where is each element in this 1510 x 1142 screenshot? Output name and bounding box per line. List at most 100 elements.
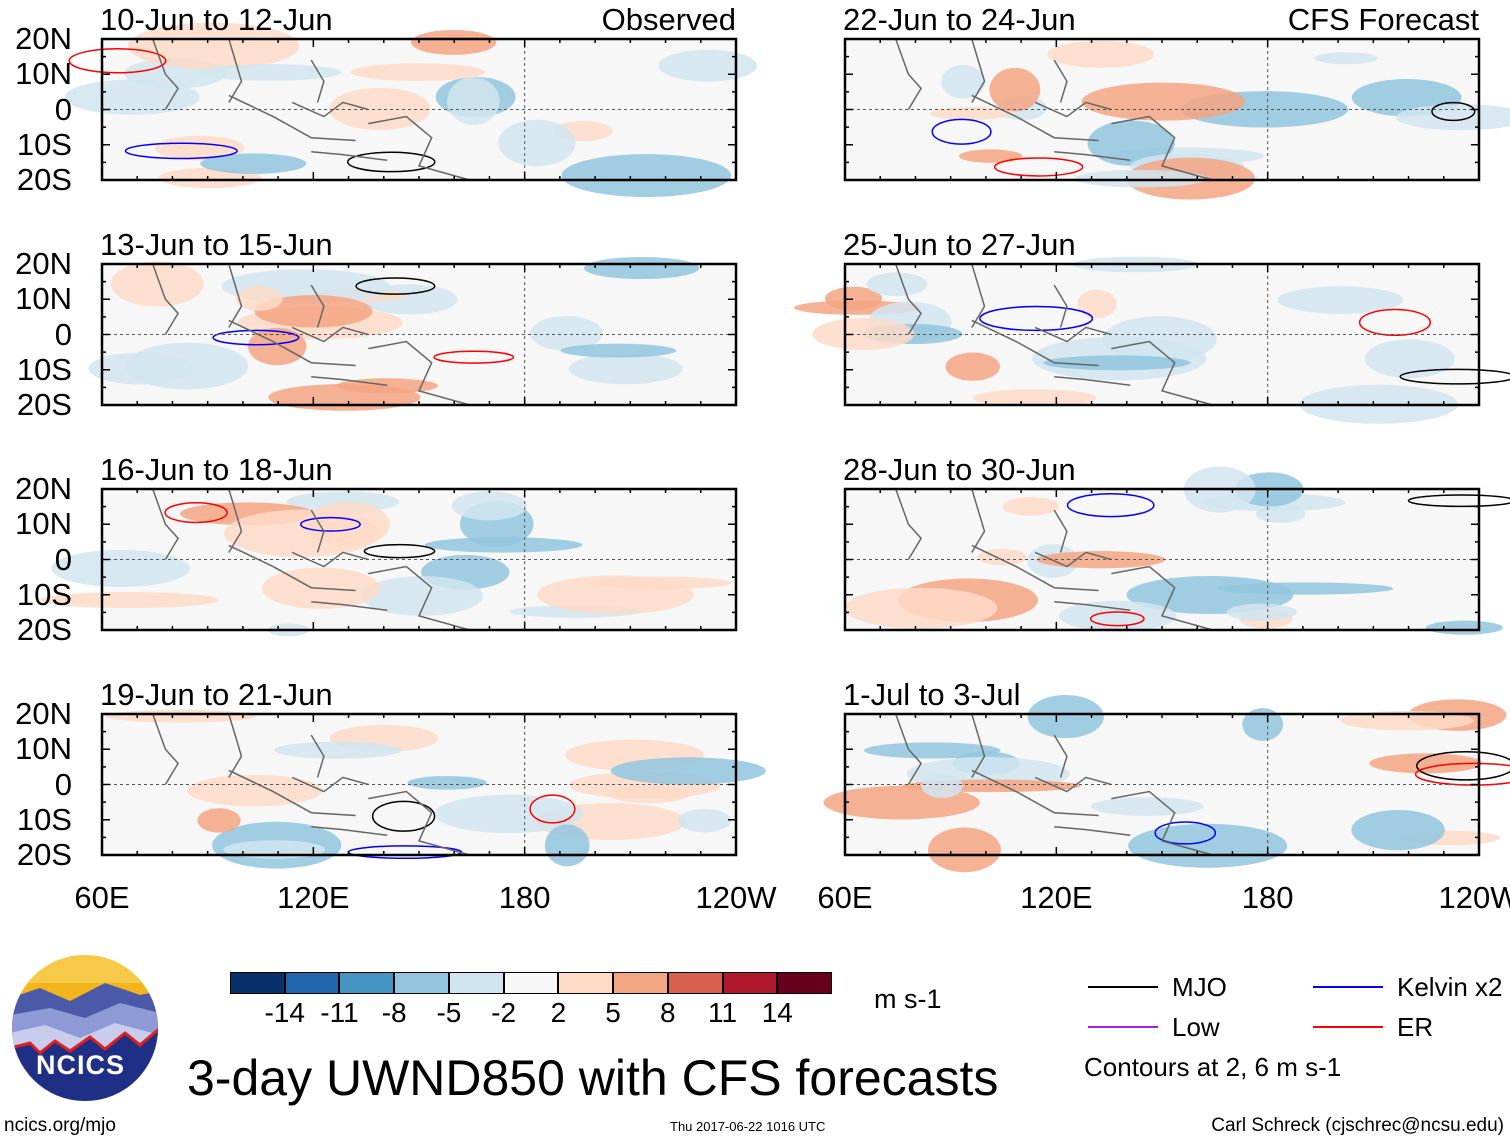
coastline <box>1054 151 1131 162</box>
anomaly-shading <box>197 808 241 833</box>
lon-label: 60E <box>817 880 873 915</box>
coastline <box>368 565 470 631</box>
anomaly-shading <box>863 742 1001 759</box>
colorbar-swatch <box>394 972 449 994</box>
coastline <box>895 713 923 785</box>
wave-contour <box>1416 750 1510 781</box>
anomaly-shading <box>1216 582 1394 595</box>
map-panel <box>39 487 738 637</box>
map-panel <box>843 37 1510 200</box>
coastline <box>152 38 180 110</box>
anomaly-shading <box>941 65 986 99</box>
anomaly-shading <box>1081 82 1246 121</box>
lat-label: 20N <box>15 246 72 281</box>
panel-title: 19-Jun to 21-Jun <box>100 677 333 712</box>
anomaly-shading <box>537 575 694 615</box>
anomaly-shading <box>1047 40 1155 68</box>
coastline <box>971 38 986 103</box>
colorbar-swatch <box>339 972 395 994</box>
anomaly-shading <box>1226 603 1298 621</box>
coastline <box>311 151 388 162</box>
colorbar-label: 5 <box>605 997 621 1028</box>
anomaly-shading <box>447 77 500 126</box>
anomaly-shading <box>1036 551 1166 569</box>
coastline <box>895 488 923 560</box>
coastline <box>971 544 1099 592</box>
anomaly-shading <box>39 591 219 609</box>
wave-contour <box>1399 368 1510 385</box>
anomaly-shading <box>584 257 700 280</box>
coastline <box>1111 340 1213 406</box>
wave-contour <box>1358 308 1432 337</box>
map-panel <box>843 466 1510 635</box>
coastline <box>1053 59 1068 103</box>
coastline <box>971 319 1099 367</box>
anomaly-shading <box>958 149 1023 163</box>
anomaly-shading <box>1102 316 1217 363</box>
anomaly-shading <box>844 587 998 629</box>
lon-label: 180 <box>498 880 551 915</box>
legend-line <box>1313 986 1383 988</box>
lat-label: 10N <box>15 56 72 92</box>
anomaly-shading <box>187 774 322 807</box>
lat-label: 10S <box>16 801 72 837</box>
anomaly-shading <box>235 286 283 311</box>
colorbar-swatch <box>448 972 504 994</box>
wave-contour <box>212 329 300 346</box>
logo-text: NCICS <box>36 1050 126 1080</box>
wave-contour <box>931 118 992 145</box>
panel-title: 13-Jun to 15-Jun <box>100 227 333 262</box>
map-panel <box>88 257 738 411</box>
coastline <box>1053 509 1068 553</box>
wave-contour <box>1407 494 1510 508</box>
colorbar-swatch <box>284 972 340 994</box>
lat-label: 20S <box>16 387 72 422</box>
lon-label: 120E <box>1020 880 1093 915</box>
colorbar-label: -8 <box>381 997 407 1028</box>
lon-label: 120E <box>277 880 350 915</box>
coastline <box>1054 376 1131 387</box>
anomaly-shading <box>1077 289 1118 319</box>
panel-title: 22-Jun to 24-Jun <box>843 2 1076 37</box>
coastline <box>310 509 325 553</box>
colorbar-swatch <box>503 972 559 994</box>
coastline <box>971 94 1099 142</box>
lon-label: 120W <box>1438 880 1510 915</box>
coastline <box>971 263 986 328</box>
anomaly-shading <box>254 295 373 328</box>
coastline <box>1053 284 1068 328</box>
wave-contour <box>979 305 1094 332</box>
colorbar-swatch <box>667 972 723 994</box>
coastline <box>311 601 388 612</box>
anomaly-shading <box>197 64 342 81</box>
coastline <box>228 544 356 592</box>
source-link[interactable]: ncics.org/mjo <box>4 1115 116 1136</box>
wave-contour <box>355 277 436 295</box>
colorbar-label: -11 <box>320 997 359 1028</box>
figure-title: 3-day UWND850 with CFS forecasts <box>187 1050 999 1106</box>
anomaly-shading <box>200 153 307 174</box>
anomaly-shading <box>1369 753 1483 774</box>
anomaly-shading <box>658 49 758 82</box>
anomaly-shading <box>1277 286 1404 314</box>
coastline <box>311 826 388 837</box>
map-panel <box>794 256 1510 424</box>
anomaly-shading <box>1425 620 1503 635</box>
anomaly-shading <box>1242 708 1284 741</box>
lat-label: 20N <box>15 696 72 731</box>
anomaly-shading <box>927 827 1001 873</box>
anomaly-shading <box>866 272 928 297</box>
anomaly-shading <box>929 107 1014 120</box>
map-panel <box>100 709 766 869</box>
legend-label: Kelvin x2 <box>1397 972 1503 1002</box>
panel-title: 28-Jun to 30-Jun <box>843 452 1076 487</box>
anomaly-shading <box>1364 339 1455 379</box>
wave-contour <box>347 151 436 173</box>
coastline <box>228 38 243 103</box>
anomaly-shading <box>1058 600 1177 632</box>
legend-line <box>1088 986 1158 988</box>
coastline <box>310 734 325 778</box>
coastline <box>1111 790 1213 856</box>
lat-label: 20S <box>16 837 72 872</box>
anomaly-shading <box>154 135 244 161</box>
